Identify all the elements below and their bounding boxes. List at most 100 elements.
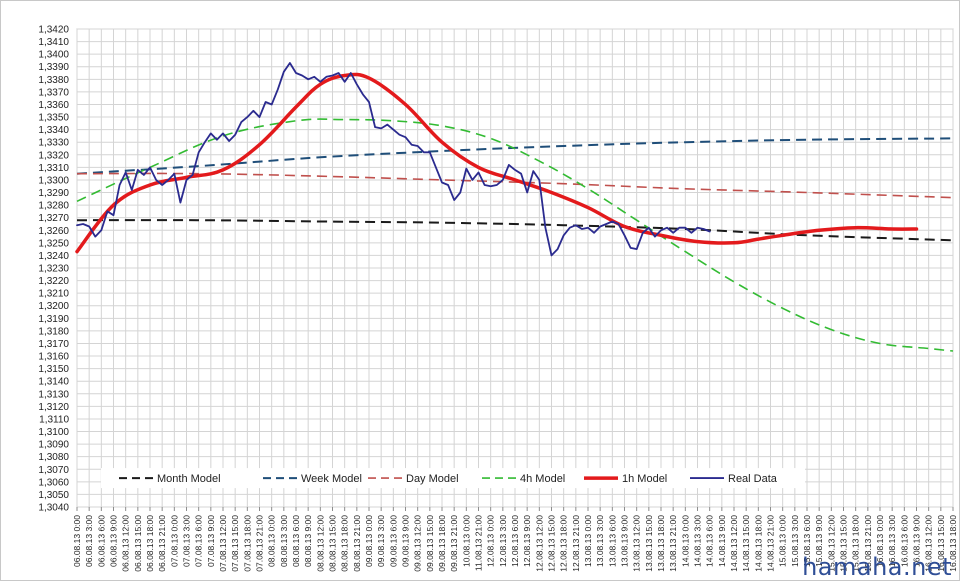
x-tick-label: 15.08.13 0:00 (778, 515, 788, 567)
y-tick-label: 1,3130 (38, 389, 69, 400)
x-tick-label: 12.08.13 21:00 (571, 515, 581, 572)
grid (76, 28, 954, 508)
series-line-4h-model (76, 118, 954, 352)
x-tick-label: 06.08.13 18:00 (145, 515, 155, 572)
x-tick-label: 14.08.13 3:00 (693, 515, 703, 567)
x-tick-label: 09.08.13 6:00 (388, 515, 398, 567)
y-tick-label: 1,3270 (38, 213, 69, 224)
x-tick-label: 08.08.13 9:00 (303, 515, 313, 567)
y-tick-label: 1,3320 (38, 150, 69, 161)
y-tick-label: 1,3100 (38, 427, 69, 438)
x-tick-label: 16.08.13 18:00 (948, 515, 958, 572)
y-tick-label: 1,3240 (38, 251, 69, 262)
x-tick-label: 12.08.13 15:00 (547, 515, 557, 572)
x-tick-label: 13.08.13 0:00 (583, 515, 593, 567)
series-line-real-data (76, 62, 711, 257)
y-tick-label: 1,3190 (38, 314, 69, 325)
y-tick-label: 1,3260 (38, 226, 69, 237)
x-tick-label: 12.08.13 12:00 (534, 515, 544, 572)
y-tick-label: 1,3280 (38, 201, 69, 212)
x-tick-label: 07.08.13 3:00 (182, 515, 192, 567)
x-tick-label: 12.08.13 0:00 (486, 515, 496, 567)
y-tick-label: 1,3390 (38, 62, 69, 73)
x-tick-label: 16.08.13 15:00 (936, 515, 946, 572)
x-tick-label: 15.08.13 9:00 (814, 515, 824, 567)
x-tick-label: 15.08.13 21:00 (863, 515, 873, 572)
x-tick-label: 12.08.13 6:00 (510, 515, 520, 567)
x-tick-label: 06.08.13 12:00 (121, 515, 131, 572)
x-tick-label: 14.08.13 0:00 (680, 515, 690, 567)
x-tick-label: 16.08.13 9:00 (912, 515, 922, 567)
legend-label: 1h Model (622, 473, 667, 485)
x-axis: 06.08.13 0:00 06.08.13 3:00 06.08.13 6:00 0… (72, 507, 958, 572)
y-tick-label: 1,3170 (38, 339, 69, 350)
x-tick-label: 12.08.13 18:00 (559, 515, 569, 572)
y-tick-label: 1,3180 (38, 326, 69, 337)
x-tick-label: 16.08.13 3:00 (887, 515, 897, 567)
y-tick-label: 1,3300 (38, 175, 69, 186)
y-tick-label: 1,3090 (38, 440, 69, 451)
x-tick-label: 09.08.13 12:00 (413, 515, 423, 572)
legend-label: Day Model (406, 473, 459, 485)
series-line-month-model (76, 219, 954, 242)
x-tick-label: 09.08.13 9:00 (401, 515, 411, 567)
x-tick-label: 10.08.13 0:00 (461, 515, 471, 567)
y-tick-label: 1,3140 (38, 377, 69, 388)
x-tick-label: 08.08.13 12:00 (315, 515, 325, 572)
y-tick-label: 1,3330 (38, 138, 69, 149)
y-tick-label: 1,3370 (38, 87, 69, 98)
x-tick-label: 08.08.13 15:00 (328, 515, 338, 572)
x-tick-label: 14.08.13 6:00 (705, 515, 715, 567)
legend-label: 4h Model (520, 473, 565, 485)
y-tick-label: 1,3080 (38, 452, 69, 463)
x-tick-label: 08.08.13 21:00 (352, 515, 362, 572)
x-tick-label: 06.08.13 9:00 (109, 515, 119, 567)
y-tick-label: 1,3200 (38, 301, 69, 312)
y-tick-label: 1,3150 (38, 364, 69, 375)
series-line-week-model (76, 137, 954, 175)
legend: Month Model Week Model Day Model 4h Model 1h… (101, 468, 805, 489)
x-tick-label: 15.08.13 18:00 (851, 515, 861, 572)
x-tick-label: 15.08.13 15:00 (839, 515, 849, 572)
y-tick-label: 1,3250 (38, 238, 69, 249)
legend-label: Week Model (301, 473, 362, 485)
x-tick-label: 15.08.13 12:00 (826, 515, 836, 572)
x-tick-label: 07.08.13 0:00 (169, 515, 179, 567)
x-tick-label: 09.08.13 15:00 (425, 515, 435, 572)
x-tick-label: 14.08.13 21:00 (766, 515, 776, 572)
x-tick-label: 07.08.13 21:00 (255, 515, 265, 572)
watermark-text: hamaha.net (802, 553, 952, 581)
x-tick-label: 14.08.13 18:00 (753, 515, 763, 572)
x-tick-label: 08.08.13 18:00 (340, 515, 350, 572)
legend-label: Real Data (728, 473, 778, 485)
x-tick-label: 16.08.13 0:00 (875, 515, 885, 567)
x-tick-label: 13.08.13 15:00 (644, 515, 654, 572)
x-tick-label: 06.08.13 15:00 (133, 515, 143, 572)
x-tick-label: 14.08.13 12:00 (729, 515, 739, 572)
x-tick-label: 07.08.13 9:00 (206, 515, 216, 567)
x-tick-label: 08.08.13 0:00 (267, 515, 277, 567)
x-tick-label: 15.08.13 3:00 (790, 515, 800, 567)
y-tick-label: 1,3110 (39, 414, 69, 425)
y-tick-label: 1,3070 (38, 465, 69, 476)
y-tick-label: 1,3350 (38, 113, 69, 124)
y-tick-label: 1,3060 (38, 477, 69, 488)
x-tick-label: 09.08.13 18:00 (437, 515, 447, 572)
x-tick-label: 13.08.13 3:00 (595, 515, 605, 567)
x-tick-label: 12.08.13 3:00 (498, 515, 508, 567)
x-tick-label: 09.08.13 0:00 (364, 515, 374, 567)
x-tick-label: 07.08.13 12:00 (218, 515, 228, 572)
y-tick-label: 1,3420 (38, 25, 69, 36)
y-tick-label: 1,3290 (38, 188, 69, 199)
y-tick-label: 1,3400 (38, 50, 69, 61)
y-tick-label: 1,3310 (38, 163, 69, 174)
y-tick-label: 1,3040 (38, 503, 69, 514)
y-tick-label: 1,3360 (38, 100, 69, 111)
x-tick-label: 16.08.13 6:00 (899, 515, 909, 567)
y-tick-label: 1,3050 (38, 490, 69, 501)
y-tick-label: 1,3380 (38, 75, 69, 86)
x-tick-label: 07.08.13 18:00 (242, 515, 252, 572)
x-tick-label: 16.08.13 12:00 (924, 515, 934, 572)
